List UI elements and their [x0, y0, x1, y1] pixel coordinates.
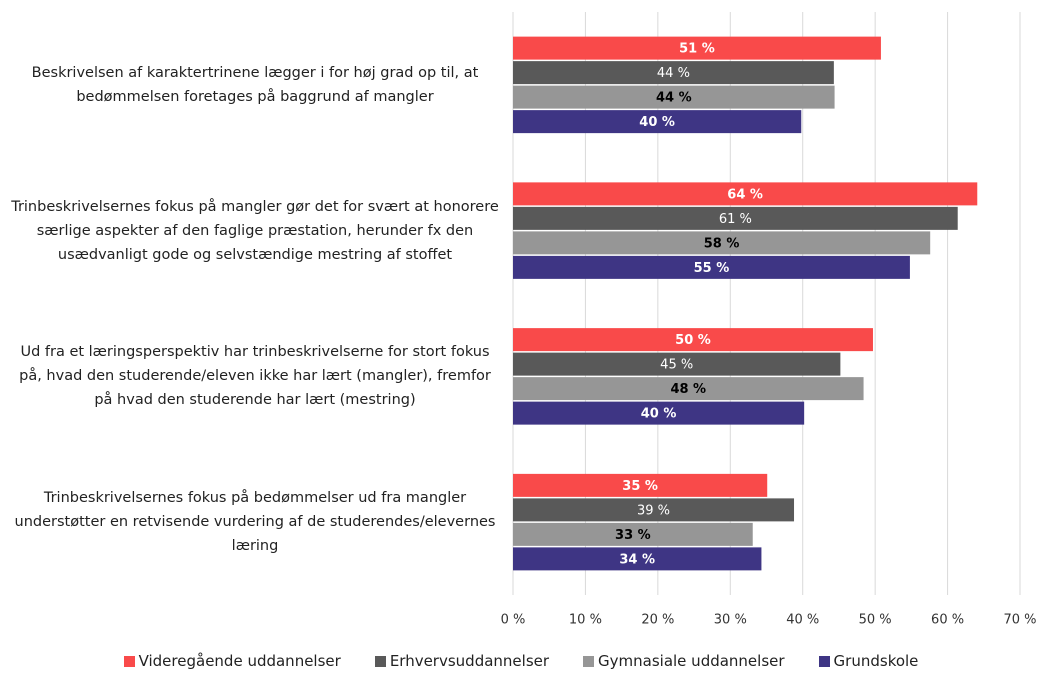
- x-tick-label: 0 %: [501, 613, 526, 628]
- value-label: 50 %: [675, 333, 711, 348]
- x-tick-label: 20 %: [641, 613, 674, 628]
- x-tick-label: 30 %: [714, 613, 747, 628]
- bar: [513, 206, 958, 230]
- legend-item: Erhvervsuddannelser: [374, 652, 550, 670]
- value-label: 48 %: [670, 382, 706, 397]
- legend-swatch: [374, 655, 386, 667]
- value-label: 44 %: [656, 91, 692, 106]
- value-label: 39 %: [637, 503, 670, 518]
- x-tick-label: 70 %: [1003, 613, 1036, 628]
- legend-label: Gymnasiale uddannelser: [598, 652, 785, 670]
- value-label: 40 %: [639, 115, 675, 130]
- legend-swatch: [583, 655, 595, 667]
- legend-item: Grundskole: [818, 652, 919, 670]
- bar: [513, 522, 753, 546]
- value-label: 64 %: [727, 187, 763, 202]
- bar: [513, 498, 795, 522]
- value-label: 61 %: [719, 212, 752, 227]
- value-label: 40 %: [641, 407, 677, 422]
- bar: [513, 110, 802, 134]
- value-label: 55 %: [694, 261, 730, 276]
- bar: [513, 182, 978, 206]
- bar: [513, 85, 835, 109]
- bar: [513, 328, 873, 352]
- bar: [513, 473, 768, 497]
- bar: [513, 255, 910, 279]
- x-tick-label: 10 %: [569, 613, 602, 628]
- bar: [513, 352, 841, 376]
- bar: [513, 61, 834, 85]
- category-label: Ud fra et læringsperspektiv har trinbesk…: [19, 344, 491, 409]
- category-label: Trinbeskrivelsernes fokus på mangler gør…: [11, 198, 499, 263]
- legend-swatch: [818, 655, 830, 667]
- legend-item: Videregående uddannelser: [123, 652, 341, 670]
- legend-item: Gymnasiale uddannelser: [583, 652, 785, 670]
- value-label: 35 %: [622, 479, 658, 494]
- value-label: 33 %: [615, 528, 651, 543]
- value-label: 34 %: [619, 552, 655, 567]
- x-tick-label: 60 %: [931, 613, 964, 628]
- bar: [513, 401, 805, 425]
- x-tick-label: 40 %: [786, 613, 819, 628]
- bar: [513, 231, 931, 255]
- x-tick-label: 50 %: [859, 613, 892, 628]
- value-label: 44 %: [657, 66, 690, 81]
- legend-label: Erhvervsuddannelser: [389, 652, 550, 670]
- category-label: Trinbeskrivelsernes fokus på bedømmelser…: [14, 490, 496, 555]
- legend: Videregående uddannelser Erhvervsuddannel…: [0, 652, 1042, 670]
- value-label: 45 %: [660, 358, 693, 373]
- category-label: Beskrivelsen af karaktertrinene lægger i…: [31, 64, 479, 105]
- bar: [513, 377, 864, 401]
- value-label: 51 %: [679, 42, 715, 57]
- legend-label: Videregående uddannelser: [138, 652, 341, 670]
- legend-swatch: [123, 655, 135, 667]
- bar: [513, 36, 881, 60]
- value-label: 58 %: [704, 236, 740, 251]
- legend-label: Grundskole: [833, 652, 919, 670]
- bar: [513, 547, 762, 571]
